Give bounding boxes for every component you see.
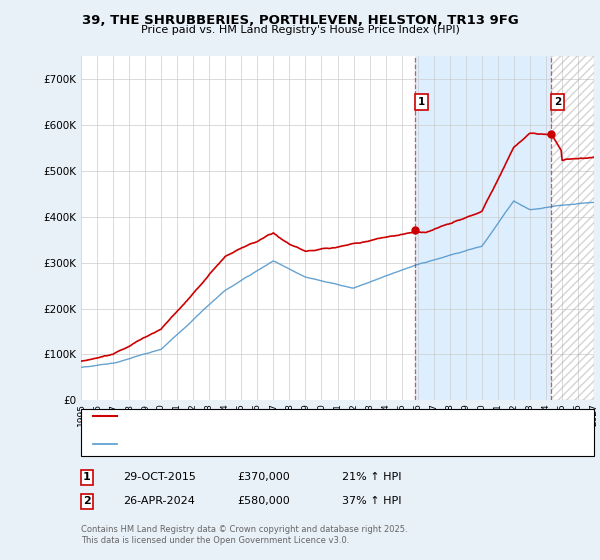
Bar — [415, 56, 551, 400]
Text: 37% ↑ HPI: 37% ↑ HPI — [342, 496, 401, 506]
Text: 21% ↑ HPI: 21% ↑ HPI — [342, 472, 401, 482]
Text: 26-APR-2024: 26-APR-2024 — [123, 496, 195, 506]
Bar — [551, 56, 594, 400]
Text: Price paid vs. HM Land Registry's House Price Index (HPI): Price paid vs. HM Land Registry's House … — [140, 25, 460, 35]
Text: 39, THE SHRUBBERIES, PORTHLEVEN, HELSTON, TR13 9FG: 39, THE SHRUBBERIES, PORTHLEVEN, HELSTON… — [82, 14, 518, 27]
Text: £580,000: £580,000 — [237, 496, 290, 506]
Text: 1: 1 — [418, 97, 425, 107]
Text: £370,000: £370,000 — [237, 472, 290, 482]
Text: HPI: Average price, detached house, Cornwall: HPI: Average price, detached house, Corn… — [120, 438, 343, 449]
Text: 2: 2 — [83, 496, 91, 506]
Text: 2: 2 — [554, 97, 561, 107]
Bar — [551, 56, 594, 400]
Text: 39, THE SHRUBBERIES, PORTHLEVEN, HELSTON, TR13 9FG (detached house): 39, THE SHRUBBERIES, PORTHLEVEN, HELSTON… — [120, 411, 496, 421]
Text: 29-OCT-2015: 29-OCT-2015 — [123, 472, 196, 482]
Text: 1: 1 — [83, 472, 91, 482]
Text: Contains HM Land Registry data © Crown copyright and database right 2025.
This d: Contains HM Land Registry data © Crown c… — [81, 525, 407, 545]
